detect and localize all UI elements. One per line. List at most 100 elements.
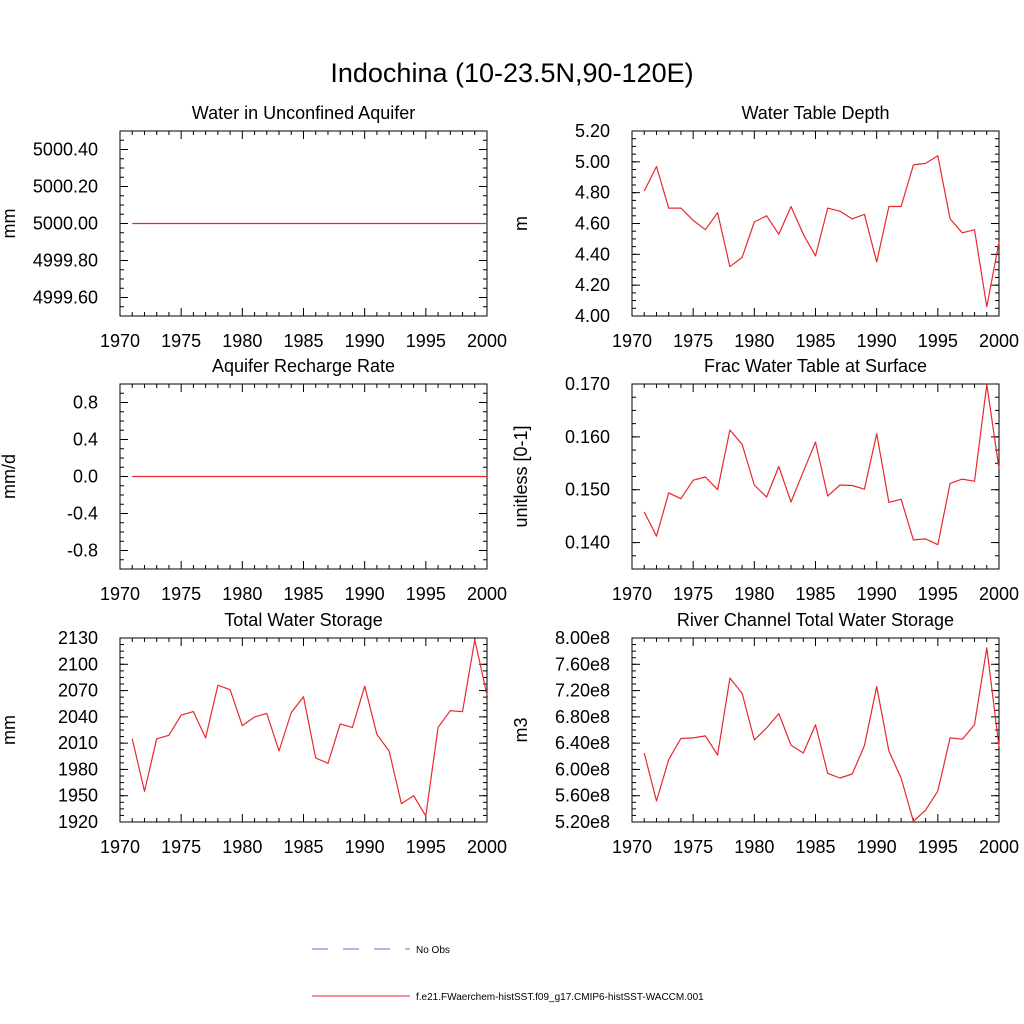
- chart-panel: Water in Unconfined Aquifer mm 1970 1975 198…: [0, 103, 507, 351]
- x-tick-label: 1995: [406, 584, 446, 604]
- x-tick-label: 2000: [979, 331, 1019, 351]
- x-tick-label: 1995: [918, 837, 958, 857]
- y-tick-label: 6.40e8: [555, 733, 610, 753]
- y-tick-label: 1980: [58, 759, 98, 779]
- y-tick-label: 6.80e8: [555, 707, 610, 727]
- x-tick-label: 1970: [100, 331, 140, 351]
- y-tick-label: 0.170: [565, 374, 610, 394]
- y-tick-label: 7.20e8: [555, 681, 610, 701]
- y-tick-label: 0.0: [73, 467, 98, 487]
- x-tick-label: 1975: [673, 584, 713, 604]
- x-tick-label: 1975: [673, 331, 713, 351]
- x-tick-label: 2000: [979, 584, 1019, 604]
- chart-title: Total Water Storage: [224, 610, 382, 630]
- plot-frame: [631, 383, 1000, 570]
- x-tick-label: 1995: [918, 584, 958, 604]
- x-tick-label: 1975: [161, 837, 201, 857]
- y-tick-label: 4.60: [575, 214, 610, 234]
- chart-title: Frac Water Table at Surface: [704, 356, 927, 376]
- x-tick-label: 2000: [467, 584, 507, 604]
- y-tick-label: 1950: [58, 786, 98, 806]
- x-tick-label: 1970: [100, 584, 140, 604]
- x-tick-label: 1990: [345, 837, 385, 857]
- panels: Water in Unconfined Aquifer mm 1970 1975 198…: [0, 103, 1019, 857]
- y-tick-label: 4999.80: [33, 251, 98, 271]
- y-tick-label: -0.4: [67, 504, 98, 524]
- y-tick-label: 2130: [58, 628, 98, 648]
- legend-label-no-obs: No Obs: [416, 945, 450, 956]
- y-tick-label: 2040: [58, 707, 98, 727]
- x-tick-label: 1985: [283, 584, 323, 604]
- y-tick-label: 8.00e8: [555, 628, 610, 648]
- x-tick-label: 1990: [857, 584, 897, 604]
- x-tick-label: 1995: [918, 331, 958, 351]
- plot-frame: [119, 637, 488, 823]
- chart-panel: Water Table Depth m 1970 1975 1980 1985 1990 19…: [511, 103, 1019, 351]
- y-tick-label: 1920: [58, 812, 98, 832]
- x-tick-label: 1980: [734, 331, 774, 351]
- y-tick-label: 4.80: [575, 183, 610, 203]
- y-axis-label: unitless [0-1]: [511, 425, 531, 527]
- x-tick-label: 1990: [857, 331, 897, 351]
- y-tick-label: 0.140: [565, 533, 610, 553]
- x-tick-label: 2000: [979, 837, 1019, 857]
- x-tick-label: 1970: [100, 837, 140, 857]
- chart-panel: River Channel Total Water Storage m3 1970 1…: [511, 610, 1019, 857]
- x-tick-label: 1985: [795, 331, 835, 351]
- y-tick-label: 0.4: [73, 430, 98, 450]
- y-tick-label: 6.00e8: [555, 759, 610, 779]
- series-line: [131, 639, 488, 817]
- series-line: [643, 647, 1000, 822]
- x-tick-label: 1980: [734, 837, 774, 857]
- y-axis-label: mm/d: [0, 454, 19, 499]
- y-tick-label: 5000.00: [33, 214, 98, 234]
- series-line: [643, 155, 1000, 308]
- y-tick-label: 4999.60: [33, 288, 98, 308]
- y-tick-label: 4.00: [575, 306, 610, 326]
- y-tick-label: 0.8: [73, 393, 98, 413]
- y-tick-label: 2100: [58, 654, 98, 674]
- y-tick-label: 5000.40: [33, 140, 98, 160]
- chart-panel: Aquifer Recharge Rate mm/d 1970 1975 1980 198…: [0, 356, 507, 604]
- x-tick-label: 1990: [345, 331, 385, 351]
- x-tick-label: 1980: [222, 331, 262, 351]
- x-tick-label: 1980: [222, 837, 262, 857]
- y-tick-label: 0.150: [565, 480, 610, 500]
- chart-title: Water Table Depth: [741, 103, 889, 123]
- x-tick-label: 1970: [612, 331, 652, 351]
- x-tick-label: 1985: [283, 331, 323, 351]
- chart-panel: Total Water Storage mm 1970 1975 1980 1985 199…: [0, 610, 507, 857]
- x-tick-label: 1995: [406, 837, 446, 857]
- y-tick-label: 2010: [58, 733, 98, 753]
- y-tick-label: 5.00: [575, 152, 610, 172]
- y-axis-label: m: [511, 216, 531, 231]
- y-tick-label: 7.60e8: [555, 654, 610, 674]
- x-tick-label: 1995: [406, 331, 446, 351]
- y-tick-label: 2070: [58, 681, 98, 701]
- x-tick-label: 1985: [283, 837, 323, 857]
- x-tick-label: 1975: [673, 837, 713, 857]
- plot-frame: [631, 130, 1000, 317]
- y-axis-label: mm: [0, 209, 19, 239]
- y-tick-label: 5.60e8: [555, 786, 610, 806]
- chart-title: Aquifer Recharge Rate: [212, 356, 395, 376]
- y-tick-label: 0.160: [565, 427, 610, 447]
- y-tick-label: 5.20: [575, 121, 610, 141]
- chart-title: River Channel Total Water Storage: [677, 610, 954, 630]
- x-tick-label: 2000: [467, 331, 507, 351]
- y-tick-label: 4.20: [575, 275, 610, 295]
- x-tick-label: 1970: [612, 837, 652, 857]
- x-tick-label: 1980: [734, 584, 774, 604]
- x-tick-label: 1985: [795, 837, 835, 857]
- figure-title: Indochina (10-23.5N,90-120E): [330, 58, 693, 88]
- chart-title: Water in Unconfined Aquifer: [192, 103, 415, 123]
- y-tick-label: 5000.20: [33, 177, 98, 197]
- y-tick-label: 4.40: [575, 244, 610, 264]
- x-tick-label: 1980: [222, 584, 262, 604]
- x-tick-label: 1990: [857, 837, 897, 857]
- legend-label-model: f.e21.FWaerchem-histSST.f09_g17.CMIP6-hi…: [416, 992, 704, 1003]
- x-tick-label: 1975: [161, 331, 201, 351]
- y-axis-label: m3: [511, 717, 531, 742]
- x-tick-label: 2000: [467, 837, 507, 857]
